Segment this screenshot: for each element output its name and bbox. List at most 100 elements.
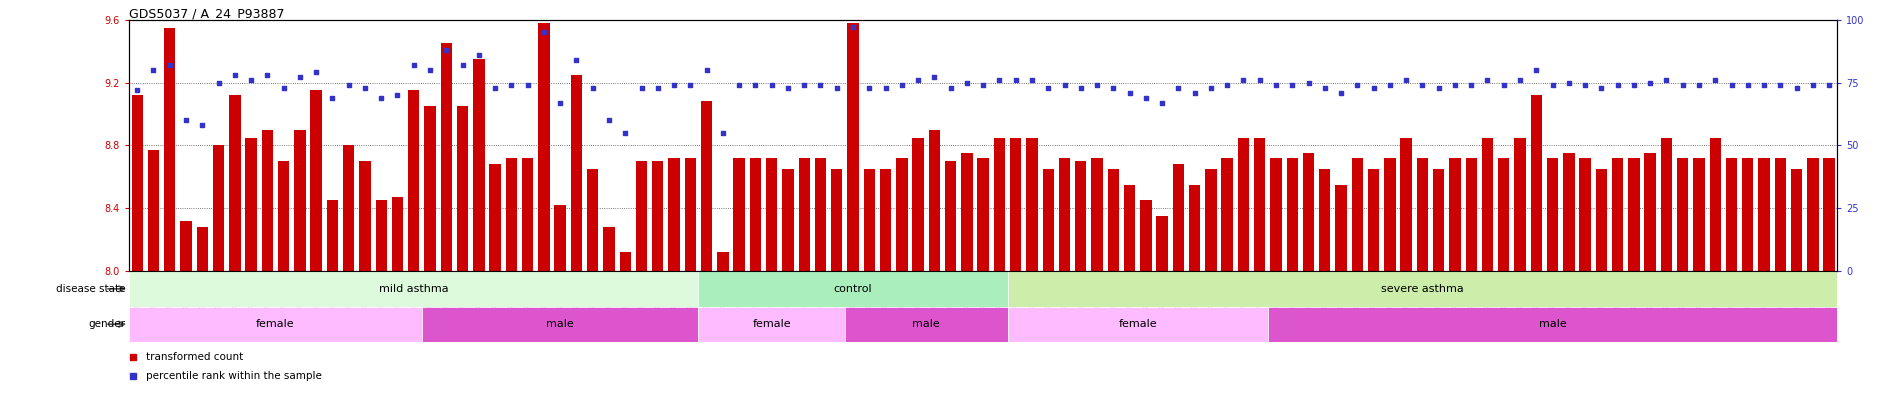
Point	[1293, 79, 1323, 86]
Text: female: female	[1118, 319, 1158, 329]
Bar	[1644, 153, 1655, 271]
Bar	[881, 169, 892, 271]
Bar	[1124, 185, 1135, 271]
Point	[1033, 84, 1063, 91]
Point	[1179, 90, 1209, 96]
Point	[659, 82, 689, 88]
FancyBboxPatch shape	[845, 307, 1008, 342]
FancyBboxPatch shape	[1268, 307, 1837, 342]
Bar	[1255, 138, 1266, 271]
Point	[1374, 82, 1405, 88]
Point	[708, 130, 738, 136]
Point	[1701, 77, 1731, 83]
Point	[416, 67, 446, 73]
FancyBboxPatch shape	[129, 307, 421, 342]
Bar	[1596, 169, 1608, 271]
Bar	[1270, 158, 1281, 271]
Point	[1554, 79, 1585, 86]
Bar	[1156, 216, 1167, 271]
Point	[512, 82, 543, 88]
Bar	[814, 158, 826, 271]
Point	[1668, 82, 1699, 88]
Point	[366, 94, 397, 101]
Text: transformed count: transformed count	[146, 352, 243, 362]
Point	[1359, 84, 1389, 91]
Bar	[636, 161, 647, 271]
Point	[886, 82, 917, 88]
Bar	[960, 153, 972, 271]
Bar	[408, 90, 419, 271]
Point	[985, 77, 1015, 83]
Point	[530, 29, 560, 35]
Point	[951, 79, 981, 86]
FancyBboxPatch shape	[698, 307, 845, 342]
Bar	[294, 130, 306, 271]
Point	[399, 62, 429, 68]
Bar	[847, 23, 858, 271]
Point	[1505, 77, 1535, 83]
Bar	[1611, 158, 1623, 271]
Point	[1213, 82, 1243, 88]
Bar	[1108, 169, 1120, 271]
Text: percentile rank within the sample: percentile rank within the sample	[146, 371, 323, 381]
Bar	[1433, 169, 1444, 271]
Bar	[213, 145, 224, 271]
Bar	[1416, 158, 1427, 271]
Point	[431, 47, 461, 53]
Bar	[799, 158, 810, 271]
Bar	[391, 197, 402, 271]
Text: GDS5037 / A_24_P93887: GDS5037 / A_24_P93887	[129, 7, 285, 20]
Bar	[522, 158, 533, 271]
Point	[676, 82, 706, 88]
Point	[252, 72, 283, 78]
Text: female: female	[752, 319, 791, 329]
Point	[577, 84, 607, 91]
Point	[1651, 77, 1682, 83]
Bar	[1807, 158, 1818, 271]
FancyBboxPatch shape	[1008, 271, 1837, 307]
Point	[723, 82, 754, 88]
Bar	[1661, 138, 1672, 271]
Point	[1228, 77, 1258, 83]
Point	[1634, 79, 1665, 86]
Point	[772, 84, 803, 91]
Bar	[619, 252, 630, 271]
Point	[643, 84, 674, 91]
Bar	[1742, 158, 1754, 271]
Point	[1017, 77, 1048, 83]
Bar	[717, 252, 729, 271]
Point	[1050, 82, 1080, 88]
Text: severe asthma: severe asthma	[1382, 284, 1463, 294]
Bar	[1074, 161, 1086, 271]
Point	[1277, 82, 1308, 88]
Bar	[668, 158, 679, 271]
Point	[1520, 67, 1551, 73]
Bar	[1678, 158, 1689, 271]
Point	[480, 84, 511, 91]
Point	[1797, 82, 1828, 88]
Point	[837, 24, 867, 30]
FancyBboxPatch shape	[421, 307, 698, 342]
Bar	[1205, 169, 1217, 271]
FancyBboxPatch shape	[129, 271, 698, 307]
Bar	[1401, 138, 1412, 271]
Point	[334, 82, 364, 88]
Point	[1163, 84, 1194, 91]
Point	[609, 130, 640, 136]
Point	[968, 82, 998, 88]
Bar	[180, 221, 192, 271]
Point	[1082, 82, 1112, 88]
Point	[317, 94, 347, 101]
Bar	[913, 138, 924, 271]
Point	[1424, 84, 1454, 91]
Bar	[245, 138, 256, 271]
Point	[1065, 84, 1095, 91]
Bar	[700, 101, 712, 271]
Point	[1146, 99, 1177, 106]
Point	[154, 62, 184, 68]
Point	[790, 82, 820, 88]
Bar	[1384, 158, 1395, 271]
Bar	[1287, 158, 1298, 271]
Bar	[1010, 138, 1021, 271]
Point	[1587, 84, 1617, 91]
